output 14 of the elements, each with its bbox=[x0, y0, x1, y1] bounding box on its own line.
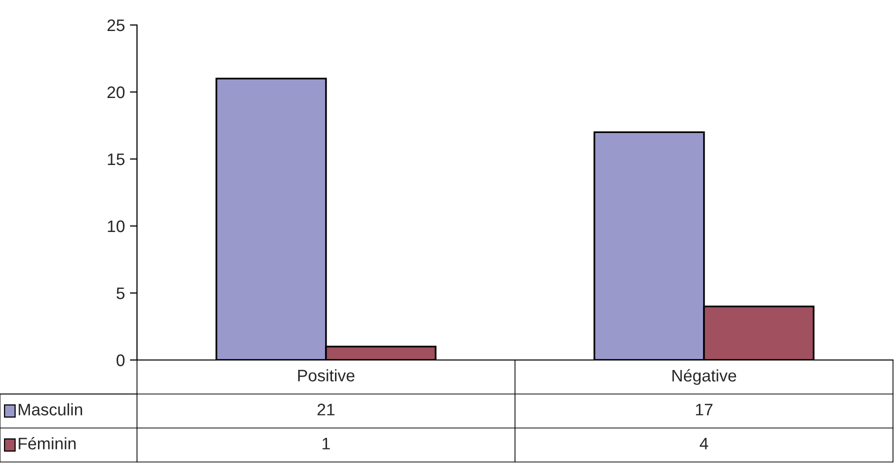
data-label: 21 bbox=[318, 404, 334, 416]
x-tick-label: Négative bbox=[672, 369, 736, 385]
legend-label: Masculin bbox=[18, 403, 82, 416]
legend-label: Féminin bbox=[18, 437, 76, 450]
y-tick-label: 15 bbox=[108, 154, 124, 166]
y-tick-label: 0 bbox=[116, 354, 125, 366]
data-label: 4 bbox=[700, 438, 708, 450]
x-tick-label: Positive bbox=[298, 369, 354, 382]
y-tick-label: 25 bbox=[107, 19, 124, 32]
data-label: 1 bbox=[322, 438, 330, 450]
y-tick-label: 10 bbox=[108, 220, 125, 232]
y-tick-label: 20 bbox=[107, 86, 125, 98]
data-label: 17 bbox=[696, 404, 712, 416]
y-tick-label: 5 bbox=[116, 288, 124, 300]
